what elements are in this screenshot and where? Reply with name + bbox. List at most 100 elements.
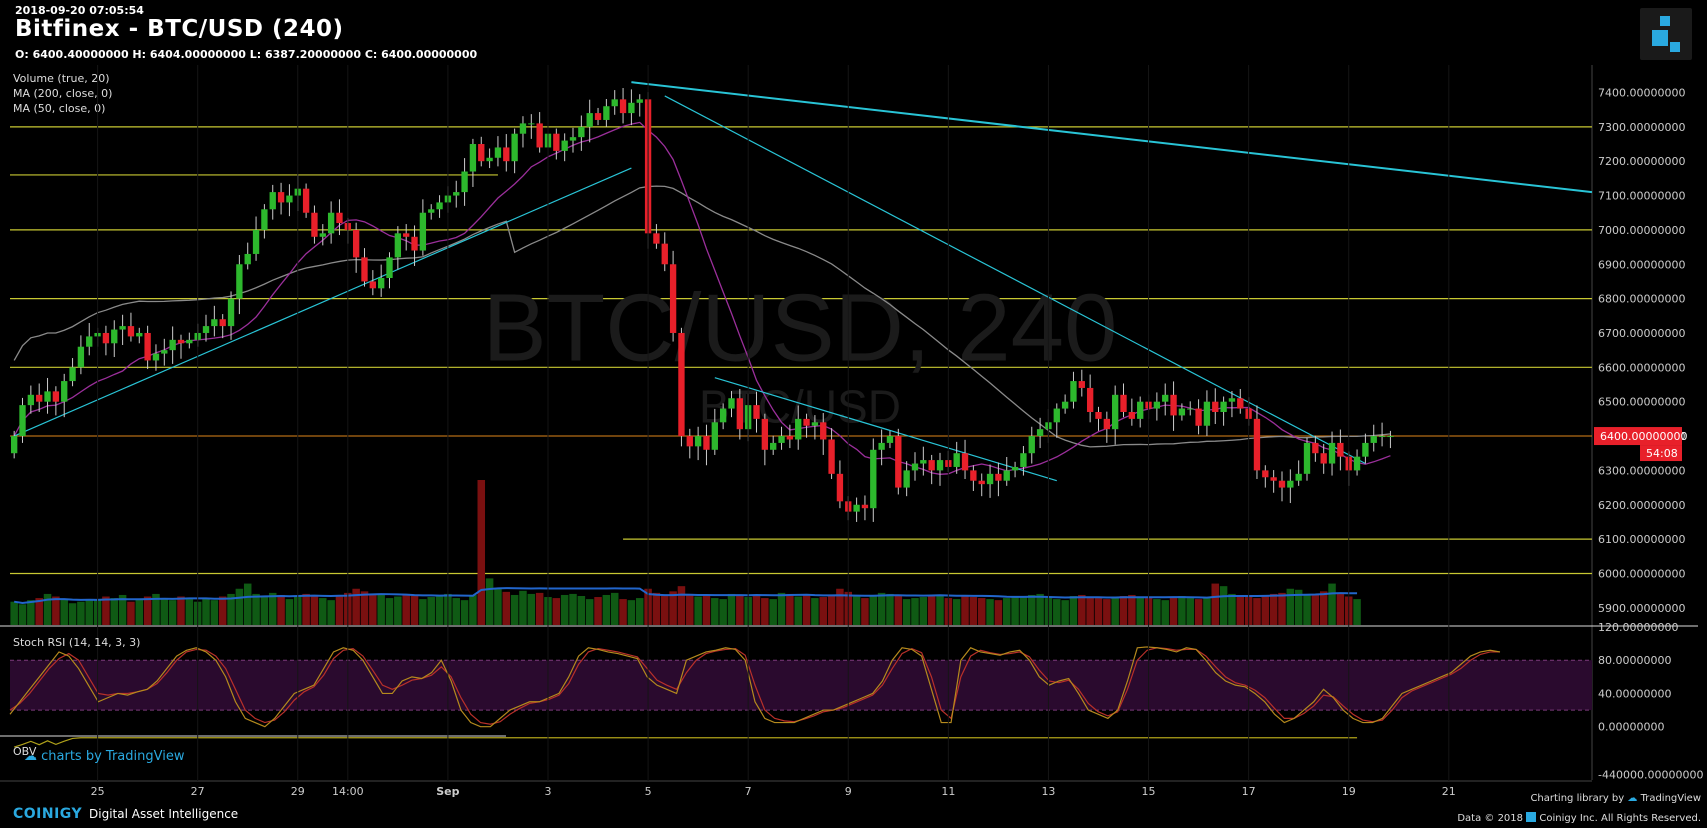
- volume-bar: [552, 598, 561, 625]
- candle-body: [861, 504, 869, 509]
- volume-bar: [1278, 592, 1286, 625]
- volume-bar: [977, 598, 986, 625]
- volume-bar: [110, 598, 119, 625]
- price-tick-label: 7100.00000000: [1598, 190, 1685, 203]
- candle-body: [1070, 381, 1077, 402]
- indicator-ma50[interactable]: MA (50, close, 0): [13, 102, 106, 115]
- copyright-brand: Coinigy Inc. All Rights Reserved.: [1539, 813, 1701, 824]
- obv-label: OBV: [13, 745, 37, 758]
- candle-body: [336, 212, 343, 224]
- price-tick-label: 7000.00000000: [1598, 224, 1685, 237]
- candle-body: [920, 460, 927, 464]
- volume-bar: [927, 596, 936, 625]
- candle-body: [261, 209, 268, 230]
- candle-body: [528, 123, 535, 125]
- ohlc-readout: O: 6400.40000000 H: 6404.00000000 L: 638…: [15, 48, 478, 61]
- candle-body: [1320, 453, 1327, 464]
- candle-body: [786, 436, 794, 440]
- ma50-line: [13, 121, 1391, 475]
- volume-bar: [185, 599, 194, 625]
- chart-title: Bitfinex - BTC/USD (240): [15, 16, 344, 42]
- volume-bar: [1086, 597, 1094, 625]
- volume-bar: [310, 594, 319, 625]
- candle-body: [486, 157, 493, 162]
- candle-body: [978, 480, 985, 485]
- indicator-ma200[interactable]: MA (200, close, 0): [13, 87, 113, 100]
- candle-body: [578, 126, 585, 138]
- candle-body: [686, 436, 693, 447]
- volume-bar: [719, 599, 727, 625]
- candle-body: [778, 436, 785, 443]
- volume-bar: [285, 599, 294, 625]
- charting-credit-brand: TradingView: [1640, 793, 1701, 804]
- candle-body: [1212, 401, 1219, 412]
- volume-bar: [836, 588, 844, 625]
- price-tick-label: 6800.00000000: [1598, 293, 1685, 306]
- volume-bar: [477, 480, 486, 625]
- candle-body: [619, 99, 627, 114]
- copyright-text: Data © 2018: [1457, 813, 1524, 824]
- candle-body: [503, 147, 510, 162]
- volume-bar: [911, 598, 919, 625]
- volume-bar: [327, 600, 335, 625]
- volume-bar: [877, 592, 886, 625]
- candle-body: [1153, 401, 1161, 409]
- price-tick-label: 6000.00000000: [1598, 567, 1685, 580]
- candle-body: [244, 253, 251, 265]
- price-tick-label: 6600.00000000: [1598, 361, 1685, 374]
- candle-body: [19, 405, 26, 437]
- candle-body: [870, 449, 877, 509]
- volume-bar: [252, 593, 260, 625]
- candle-body: [311, 212, 318, 237]
- candle-body: [1178, 408, 1186, 416]
- candle-body: [1020, 453, 1027, 467]
- candle-body: [628, 102, 635, 114]
- candle-body: [970, 470, 977, 481]
- volume-bar: [1219, 586, 1228, 625]
- volume-bar: [510, 594, 519, 625]
- price-tick-label: 7200.00000000: [1598, 155, 1685, 168]
- candle-body: [1103, 418, 1110, 430]
- candle-body: [1195, 408, 1202, 426]
- candle-body: [511, 133, 518, 162]
- volume-bar: [1328, 583, 1336, 625]
- price-tag-box: [1594, 427, 1682, 446]
- volume-bar: [160, 598, 169, 625]
- volume-bar: [402, 593, 410, 625]
- stoch-d-line: [9, 647, 1500, 725]
- price-tick-label: 6700.00000000: [1598, 327, 1685, 340]
- candle-body: [386, 257, 393, 279]
- indicator-volume[interactable]: Volume (true, 20): [13, 72, 110, 85]
- volume-bar: [694, 596, 702, 625]
- candle-body: [352, 229, 360, 258]
- volume-bar: [1103, 599, 1111, 625]
- volume-bar: [460, 600, 469, 625]
- volume-bar: [435, 596, 444, 625]
- price-tick-label: 6300.00000000: [1598, 464, 1685, 477]
- candle-body: [1228, 398, 1236, 402]
- tradingview-link[interactable]: ☁ charts by TradingView: [24, 749, 184, 764]
- candle-body: [219, 319, 226, 327]
- volume-bar: [969, 597, 978, 625]
- candle-body: [378, 278, 385, 289]
- candle-body: [202, 326, 210, 333]
- volume-bar: [661, 594, 669, 625]
- candle-body: [144, 332, 151, 361]
- trendline-support: [13, 167, 632, 437]
- volume-bar: [469, 594, 477, 625]
- time-tick-label: 25: [91, 785, 105, 798]
- candle-body: [86, 336, 93, 347]
- volume-bar: [1153, 599, 1161, 625]
- candle-body: [252, 229, 260, 254]
- volume-bar: [1061, 600, 1069, 625]
- volume-ma-line: [14, 587, 1358, 604]
- candle-body: [169, 339, 176, 351]
- volume-bar: [686, 593, 694, 625]
- volume-bar: [869, 594, 878, 625]
- volume-bar: [152, 593, 160, 625]
- coinigy-brand: COINIGY: [13, 806, 83, 822]
- candle-body: [878, 442, 885, 450]
- volume-bar: [127, 601, 135, 625]
- candle-body: [811, 422, 819, 426]
